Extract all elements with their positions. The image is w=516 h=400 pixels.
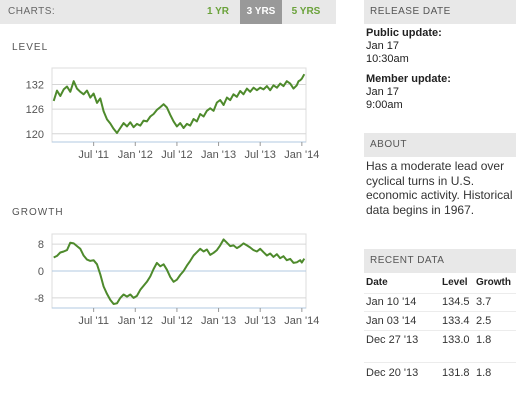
growth-series-line <box>53 238 306 305</box>
row-growth: 1.8 <box>476 334 492 346</box>
growth-x-tick-label: Jan '13 <box>201 315 236 327</box>
growth-x-tick-label: Jul '12 <box>161 315 192 327</box>
charts-panel: CHARTS: 1 YR 3 YRS 5 YRS LEVEL 120 126 132… <box>0 0 336 332</box>
growth-section-title: GROWTH <box>12 207 64 218</box>
recent-data-header: RECENT DATA <box>364 249 516 273</box>
col-growth-header: Growth <box>476 277 511 288</box>
row-date: Dec 27 '13 <box>366 334 419 346</box>
col-date-header: Date <box>366 277 388 288</box>
level-series-line <box>52 73 306 134</box>
growth-x-tick-label: Jan '14 <box>284 315 319 327</box>
charts-label: CHARTS: <box>8 6 56 17</box>
level-chart: 120 126 132 Jul '11 Jan '12 Jul '12 Jan '13 Jul… <box>0 58 336 166</box>
row-growth: 2.5 <box>476 315 492 327</box>
member-update-time: 9:00am <box>366 99 403 111</box>
about-text: Has a moderate lead over cyclical turns … <box>366 159 513 217</box>
row-date: Jan 10 '14 <box>366 296 417 308</box>
level-chart-svg: 120 126 132 Jul '11 Jan '12 Jul '12 Jan '13 Jul… <box>26 67 319 161</box>
growth-y-tick-label: 8 <box>38 239 44 251</box>
level-y-tick-label: 126 <box>26 104 44 116</box>
level-x-tick-label: Jan '12 <box>118 149 153 161</box>
level-y-tick-label: 120 <box>26 129 44 141</box>
growth-x-tick-label: Jul '13 <box>244 315 275 327</box>
release-date-header: RELEASE DATE <box>364 0 516 24</box>
charts-toolbar: CHARTS: 1 YR 3 YRS 5 YRS <box>0 0 336 24</box>
info-sidebar: RELEASE DATE Public update: Jan 17 10:30… <box>364 0 516 400</box>
level-plot-area <box>51 67 307 143</box>
about-header: ABOUT <box>364 133 516 157</box>
level-x-tick-label: Jan '14 <box>284 149 319 161</box>
level-x-tick-label: Jul '13 <box>244 149 275 161</box>
row-level: 134.5 <box>442 296 470 308</box>
level-y-tick-label: 132 <box>26 79 44 91</box>
growth-chart-svg: -8 0 8 Jul '11 Jan '12 Jul '12 Jan '13 Jul '13 J… <box>34 233 319 327</box>
public-update-label: Public update: <box>366 27 442 39</box>
range-5yrs-button[interactable]: 5 YRS <box>291 6 321 17</box>
col-level-header: Level <box>442 277 468 288</box>
level-x-tick-label: Jan '13 <box>201 149 236 161</box>
member-update-label: Member update: <box>366 73 451 85</box>
level-section-title: LEVEL <box>12 42 49 53</box>
public-update-date: Jan 17 <box>366 40 400 52</box>
growth-y-tick-label: 0 <box>38 266 44 278</box>
row-growth: 3.7 <box>476 296 492 308</box>
range-1yr-button[interactable]: 1 YR <box>206 6 230 17</box>
row-level: 131.8 <box>442 367 470 379</box>
level-x-tick-label: Jul '11 <box>78 149 109 161</box>
row-level: 133.0 <box>442 334 470 346</box>
growth-y-tick-label: -8 <box>34 293 44 305</box>
range-3yrs-button[interactable]: 3 YRS <box>240 0 282 24</box>
row-date: Jan 03 '14 <box>366 315 417 327</box>
level-x-tick-label: Jul '12 <box>161 149 192 161</box>
member-update-date: Jan 17 <box>366 86 400 98</box>
row-growth: 1.8 <box>476 367 492 379</box>
row-date: Dec 20 '13 <box>366 367 419 379</box>
growth-x-tick-label: Jan '12 <box>118 315 153 327</box>
row-level: 133.4 <box>442 315 470 327</box>
growth-chart: -8 0 8 Jul '11 Jan '12 Jul '12 Jan '13 Jul '13 J… <box>0 224 336 332</box>
public-update-time: 10:30am <box>366 53 409 65</box>
growth-x-tick-label: Jul '11 <box>78 315 109 327</box>
